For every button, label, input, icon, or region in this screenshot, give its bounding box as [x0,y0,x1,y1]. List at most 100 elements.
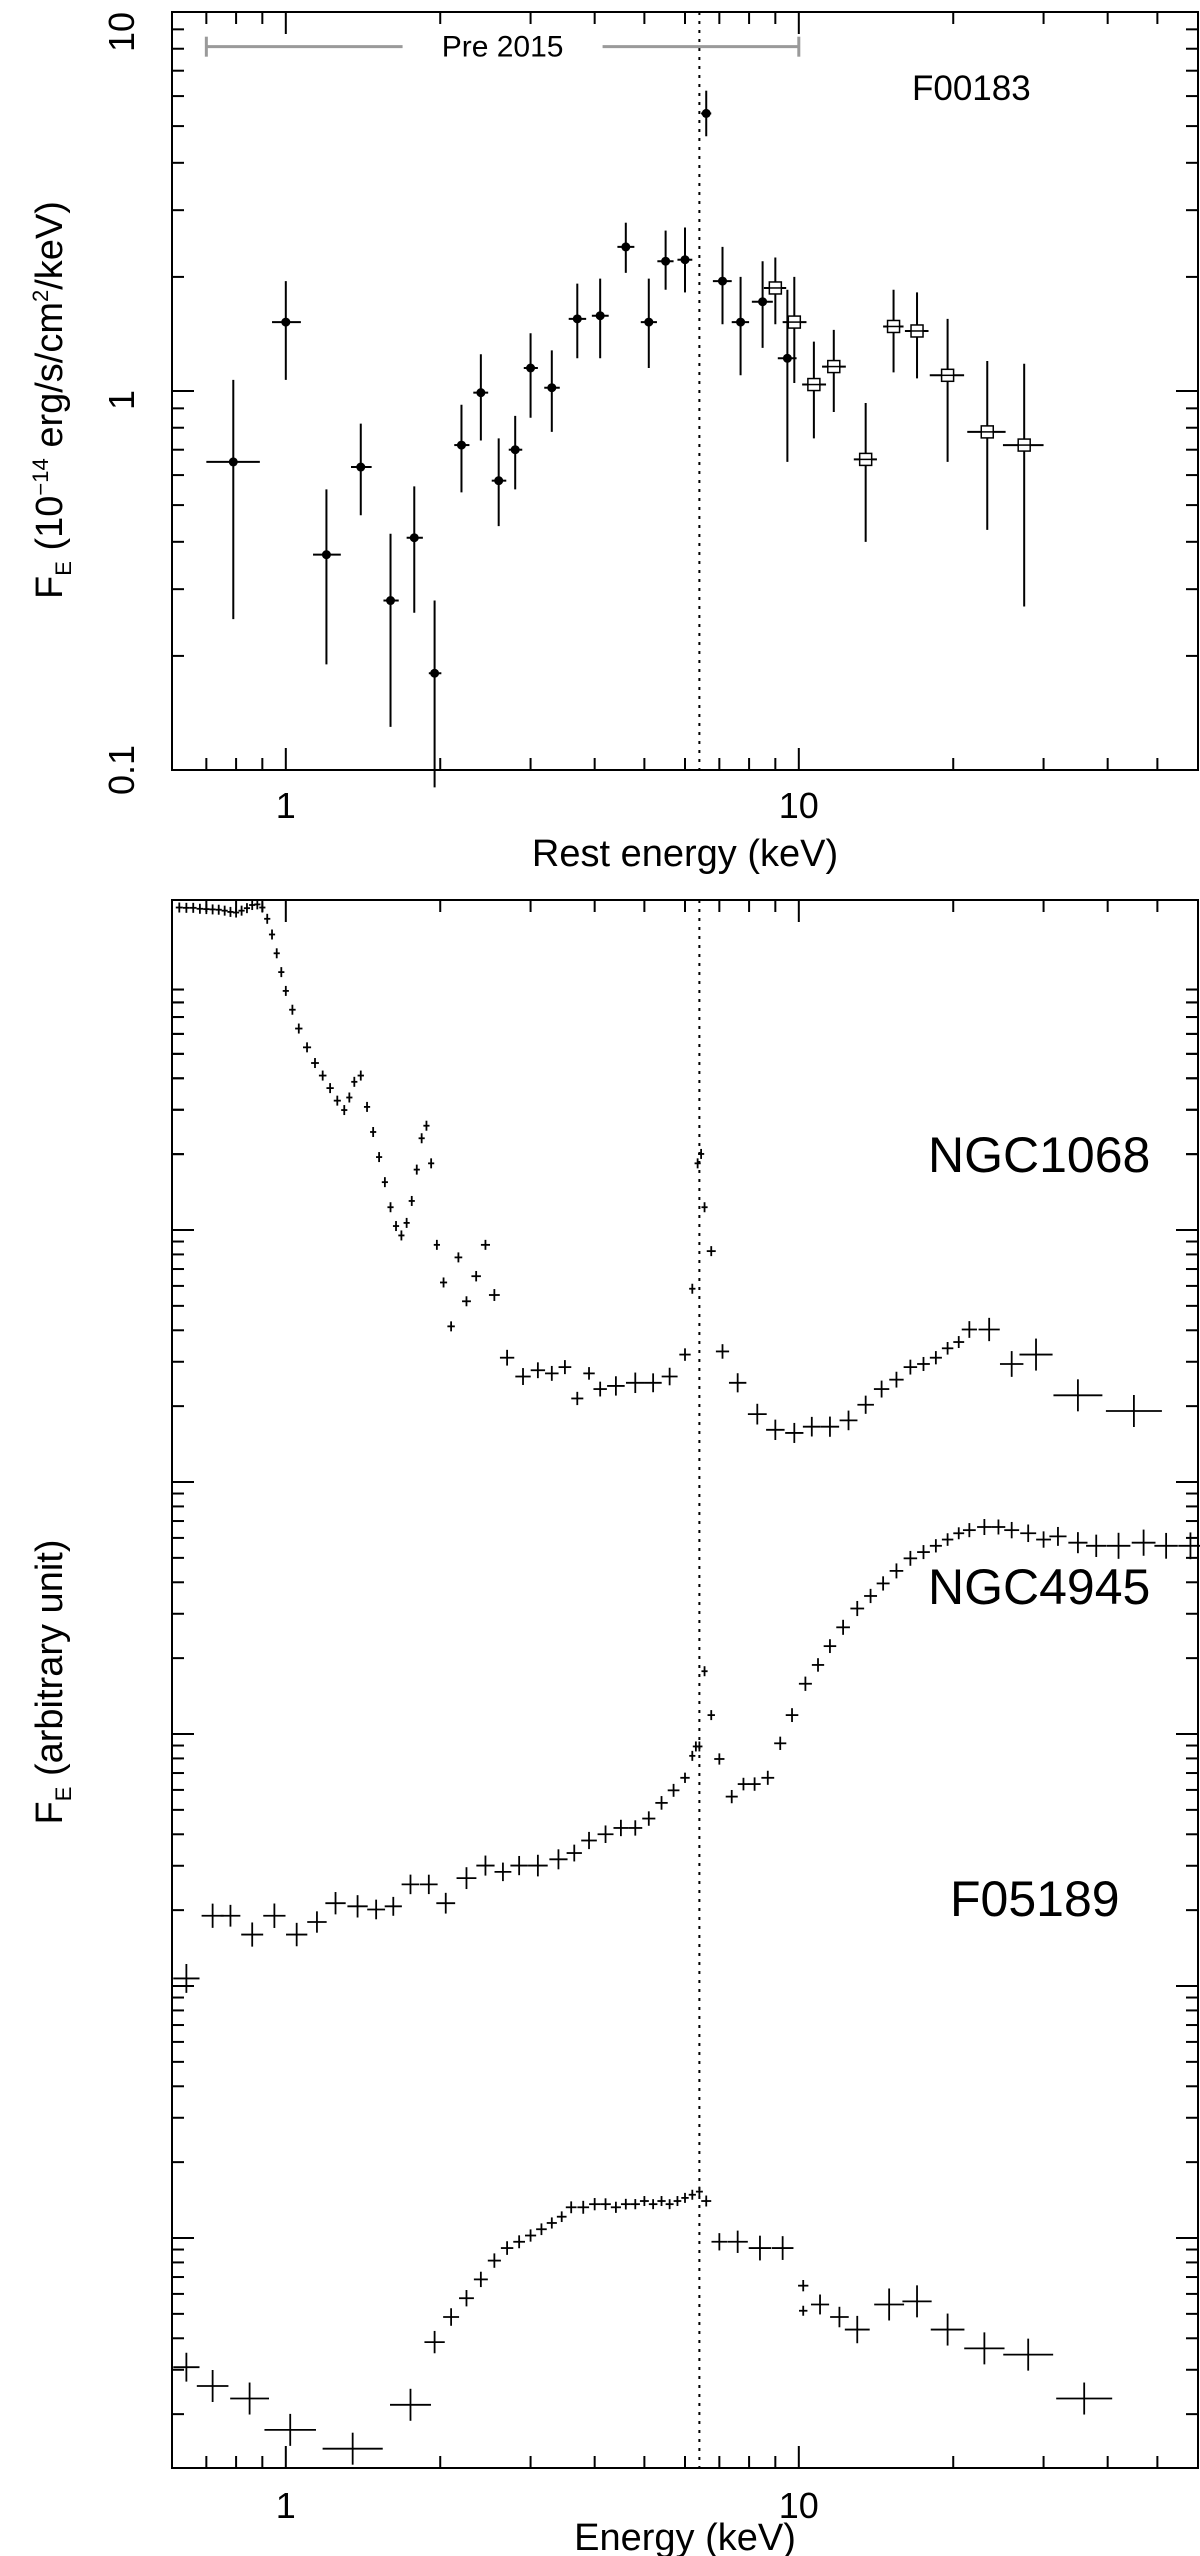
top-data [206,90,1044,788]
spectrum-bin [392,1221,400,1232]
spectrum-bin [510,1855,528,1876]
spectrum-bin [889,1371,904,1388]
spectrum-bin [857,1395,874,1414]
spectrum-bin [536,2223,547,2236]
top-data-point [454,404,470,493]
spectrum-bin [1036,1531,1052,1548]
spectrum-bin [413,1164,420,1175]
spectrum-bin [725,1789,738,1804]
spectrum-bin [487,2253,501,2268]
spectrum-bin [642,1811,656,1826]
spectrum-bin [424,2330,445,2354]
spectrum-bin [630,2199,640,2210]
spectrum-bin [1049,1526,1067,1546]
spectrum-bin [698,1148,705,1159]
top-x-ticks [171,12,1199,770]
filled-circle-marker [430,668,440,678]
spectrum-bin [728,1373,747,1393]
spectrum-bin [727,2230,748,2253]
spectrum-bin [1020,1524,1037,1543]
top-data-point [406,486,423,613]
spectrum-bin [839,1410,858,1431]
top-ytick-label-0.1: 0.1 [101,745,142,795]
spectrum-bin [785,1708,799,1723]
spectrum-bin [1178,1532,1200,1560]
spectrum-bin [182,902,190,913]
spectrum-bin [221,905,228,916]
bottom-y-ticks [172,988,1198,2416]
spectrum-bin [347,1895,368,1918]
spectrum-bin [513,2235,526,2249]
top-pre2015-bar: Pre 2015 [204,31,801,64]
label-ngc1068: NGC1068 [928,1127,1150,1183]
spectrum-bin [766,1419,785,1440]
filled-circle-marker [321,550,331,560]
top-y-ticks [172,11,1198,771]
spectrum-bin [962,1523,976,1538]
spectrum-bin [774,1736,787,1750]
spectrum-bin [370,1126,377,1137]
filled-circle-marker [386,596,396,606]
top-data-point [640,278,657,368]
spectrum-bin [761,1770,775,1785]
spectrum-bin [953,1527,965,1540]
spectrum-bin [367,1899,386,1920]
spectrum-bin [836,1619,850,1635]
spectrum-bin [873,1380,890,1398]
filled-circle-marker [736,317,746,327]
spectrum-bin [978,1317,1000,1342]
filled-circle-marker [572,314,582,324]
spectrum-bin [1019,1338,1053,1371]
spectrum-f05189 [173,2186,1113,2465]
spectrum-bin [798,2280,809,2292]
top-data-point [508,415,523,490]
bottom-x-axis-title: Energy (keV) [574,2517,796,2556]
spectrum-bin [423,1120,430,1131]
top-data-point [591,278,609,359]
spectrum-bin [473,2271,488,2288]
spectrum-bin [259,902,266,913]
top-data-point [313,489,341,665]
top-data-point [272,281,301,380]
spectrum-bin [680,1772,690,1783]
spectrum-bin [874,2288,905,2321]
spectrum-bin [657,2196,666,2207]
spectrum-bin [357,1070,364,1081]
spectrum-bin [494,1862,512,1882]
spectrum-bin [810,2294,830,2315]
label-f05189: F05189 [950,1871,1120,1927]
spectrum-bin [263,1903,286,1928]
top-y-axis-title: FE (10−14 erg/s/cm2/keV) [28,201,76,599]
spectrum-bin [456,1867,477,1890]
top-ytick-label-1: 1 [101,390,142,410]
spectrum-bin [961,1321,977,1338]
spectrum-bin [264,913,271,924]
filled-circle-marker [281,317,291,327]
filled-circle-marker [621,242,631,252]
spectrum-bin [384,1896,402,1916]
spectrum-bin [209,904,216,915]
spectrum-bin [546,2217,557,2229]
spectrum-bin [558,1360,572,1375]
spectrum-bin [447,1321,455,1332]
spectrum-bin [515,1368,531,1385]
spectrum-bin [707,1710,715,1721]
spectrum-bin [408,1195,415,1206]
filled-circle-marker [680,255,690,265]
spectrum-bin [930,2313,965,2346]
spectrum-bin [610,2201,621,2213]
spectrum-bin [201,1903,224,1928]
spectrum-bin [273,948,280,959]
spectrum-bin [264,2413,316,2446]
spectrum-bin [189,902,197,913]
label-ngc4945: NGC4945 [928,1559,1150,1615]
spectrum-bin [499,1349,515,1366]
top-data-point [428,600,442,788]
bottom-data [173,899,1200,2465]
filled-circle-marker [494,476,504,486]
spectrum-bin [173,1964,200,1993]
spectrum-bin [398,1230,405,1241]
spectrum-bin [701,1202,708,1213]
filled-circle-marker [595,311,605,321]
filled-circle-marker [526,363,536,373]
